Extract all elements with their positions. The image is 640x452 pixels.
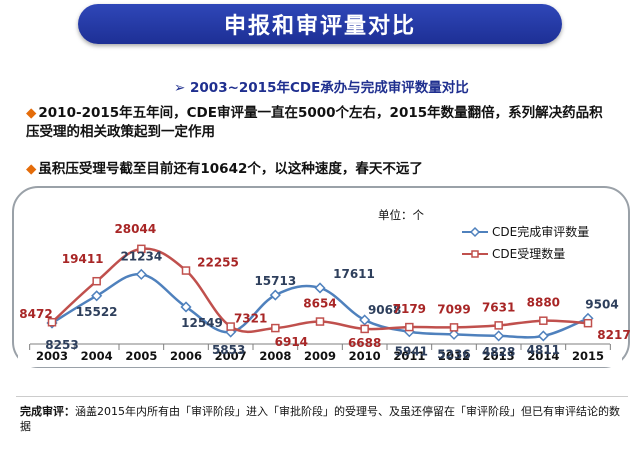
data-point-completed — [135, 268, 147, 280]
data-label-completed: 5941 — [395, 345, 428, 359]
diamond-bullet-icon: ◆ — [26, 105, 37, 121]
legend-entry: CDE完成审评数量 — [492, 224, 589, 239]
data-point-completed — [269, 289, 281, 301]
data-label-accepted: 22255 — [197, 256, 239, 270]
data-label-accepted: 28044 — [114, 222, 156, 236]
data-label-accepted: 7631 — [482, 300, 515, 314]
x-tick-label: 2012 — [438, 349, 470, 363]
footnote-divider — [16, 396, 628, 397]
data-point-accepted — [137, 244, 146, 254]
data-point-completed — [359, 314, 371, 326]
data-label-accepted: 7321 — [234, 312, 267, 326]
footnote: 完成审评：涵盖2015年内所有由「审评阶段」进入「审批阶段」的受理号、及虽还停留… — [20, 404, 630, 434]
legend-marker-diamond — [469, 226, 481, 238]
x-tick-label: 2003 — [36, 349, 68, 363]
data-label-accepted: 7179 — [393, 302, 426, 316]
data-point-accepted — [271, 323, 280, 333]
data-point-accepted — [494, 321, 503, 330]
data-point-accepted — [47, 317, 57, 327]
data-label-completed: 17611 — [333, 267, 375, 281]
x-tick-label: 2011 — [393, 349, 425, 363]
data-label-completed: 9504 — [585, 297, 618, 311]
legend: 单位：个 CDE完成审评数量 CDE受理数量 — [378, 208, 589, 261]
data-label-completed: 4828 — [482, 345, 515, 359]
legend-marker-square — [471, 250, 479, 258]
data-label-accepted: 8217 — [597, 328, 630, 342]
data-point-completed — [493, 330, 505, 342]
data-point-accepted — [92, 276, 101, 286]
footnote-label: 完成审评： — [20, 405, 75, 418]
x-tick-label: 2014 — [527, 349, 559, 363]
data-point-completed — [91, 290, 103, 302]
series-layer — [46, 244, 594, 342]
data-label-completed: 5236 — [437, 347, 470, 361]
data-label-accepted: 8880 — [527, 296, 560, 310]
data-label-layer: 8253 15522 21234 12549 5853 15713 17611 9068 594… — [19, 222, 630, 362]
bullet-point-1: ◆ 2010-2015年五年间，CDE审评量一直在5000个左右，2015年数量翻… — [26, 104, 616, 142]
x-tick-label: 2004 — [81, 349, 113, 363]
x-tick-label: 2007 — [215, 349, 247, 363]
x-tick-label: 2009 — [304, 349, 336, 363]
data-label-accepted: 6914 — [275, 335, 308, 349]
bullet-text-1: 2010-2015年五年间，CDE审评量一直在5000个左右，2015年数量翻倍… — [26, 105, 603, 140]
data-point-completed — [314, 282, 326, 294]
data-point-accepted — [360, 324, 369, 334]
x-tick-label: 2006 — [170, 349, 202, 363]
data-label-completed: 8253 — [45, 338, 78, 352]
x-tick-label: 2005 — [125, 349, 157, 363]
legend-entry: CDE受理数量 — [492, 246, 565, 261]
data-label-accepted: 8472 — [19, 307, 52, 321]
chart-subtitle: ➢ 2003~2015年CDE承办与完成审评数量对比 — [174, 80, 469, 96]
data-label-accepted: 19411 — [62, 252, 104, 266]
data-label-completed: 9068 — [368, 303, 401, 317]
data-point-completed — [537, 330, 549, 342]
x-tick-label: 2015 — [572, 349, 604, 363]
data-point-completed — [448, 328, 460, 340]
x-tick-label: 2008 — [259, 349, 291, 363]
data-point-completed — [180, 301, 192, 313]
bullet-text-2: 虽积压受理号截至目前还有10642个，以这种速度，春天不远了 — [38, 161, 423, 177]
data-label-completed: 12549 — [181, 316, 223, 330]
data-label-accepted: 7099 — [437, 302, 470, 316]
x-axis: 2003 2004 2005 2006 2007 2008 2009 2010 2011 2012… — [29, 343, 611, 363]
data-label-completed: 21234 — [120, 249, 162, 263]
x-tick-label: 2013 — [483, 349, 515, 363]
data-label-accepted: 6688 — [348, 336, 381, 350]
data-label-completed: 15522 — [76, 305, 118, 319]
bullet-point-2: ◆ 虽积压受理号截至目前还有10642个，以这种速度，春天不远了 — [26, 160, 616, 179]
page-banner: 申报和审评量对比 — [78, 4, 562, 44]
x-tick-label: 2010 — [349, 349, 381, 363]
footnote-text: 涵盖2015年内所有由「审评阶段」进入「审批阶段」的受理号、及虽还停留在「审评阶… — [20, 405, 620, 433]
unit-label: 单位：个 — [378, 208, 424, 222]
data-point-accepted — [583, 318, 593, 328]
data-point-accepted — [226, 322, 235, 331]
data-label-completed: 4811 — [527, 343, 560, 357]
data-label-completed: 5853 — [212, 343, 245, 357]
data-point-accepted — [449, 323, 459, 332]
data-point-accepted — [405, 322, 414, 332]
line-chart: 2003 2004 2005 2006 2007 2008 2009 2010 2011 2012… — [19, 208, 630, 363]
data-point-accepted — [181, 266, 191, 275]
diamond-bullet-icon: ◆ — [26, 161, 37, 177]
data-point-accepted — [539, 316, 548, 325]
data-point-accepted — [315, 317, 325, 326]
data-label-accepted: 8654 — [303, 297, 336, 311]
page-title: 申报和审评量对比 — [223, 14, 416, 39]
data-label-completed: 15713 — [254, 274, 296, 288]
